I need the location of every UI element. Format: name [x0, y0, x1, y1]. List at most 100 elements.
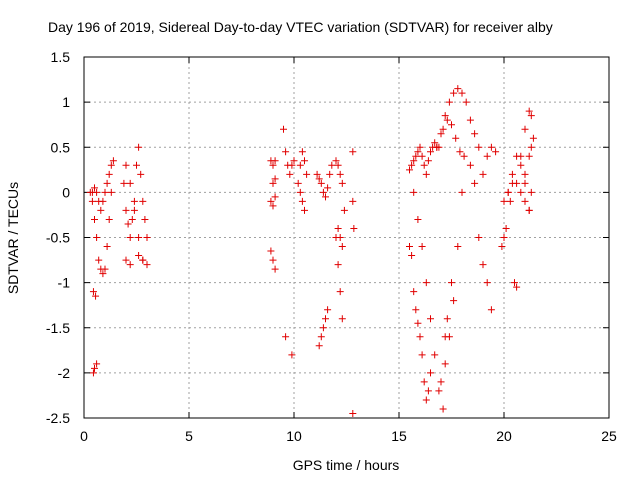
data-point [422, 279, 430, 287]
data-point [91, 184, 98, 192]
data-point [141, 215, 149, 223]
data-point [410, 157, 418, 165]
data-point [521, 179, 529, 187]
data-points [86, 85, 537, 417]
data-point [267, 197, 275, 205]
data-point [322, 315, 329, 323]
data-point [267, 247, 275, 255]
data-point [475, 234, 483, 241]
data-point [93, 360, 101, 368]
data-point [483, 152, 491, 160]
series-arc-g2 [332, 234, 346, 323]
series-arc-a3 [89, 288, 100, 300]
data-point [412, 306, 420, 314]
data-point [338, 179, 346, 187]
data-point [418, 243, 426, 251]
data-point [103, 243, 111, 251]
data-point [139, 256, 147, 264]
data-point [454, 243, 462, 251]
data-point [286, 170, 294, 178]
data-point [414, 319, 422, 327]
data-point [130, 206, 138, 214]
data-point [338, 243, 346, 251]
series-arc-k1 [498, 179, 521, 291]
data-point [296, 161, 304, 169]
data-point [479, 261, 487, 269]
data-point [410, 288, 418, 296]
data-point [439, 125, 447, 133]
data-point [450, 89, 458, 97]
series-arc-g4 [349, 148, 358, 232]
data-point [492, 148, 500, 156]
data-point [443, 116, 451, 124]
data-point [502, 224, 510, 232]
series-arc-l1 [513, 107, 537, 187]
data-point [336, 170, 344, 178]
data-point [448, 121, 455, 129]
data-point [527, 188, 535, 196]
data-point [120, 179, 128, 187]
data-point [406, 166, 413, 174]
series-arc-b3 [122, 252, 147, 269]
data-point [130, 197, 138, 205]
series-arc-l2 [517, 143, 535, 196]
data-point [91, 364, 98, 372]
data-point [408, 252, 416, 260]
y-tick-label: -2 [58, 365, 71, 381]
data-point [269, 161, 277, 169]
data-point [416, 143, 424, 151]
data-point [448, 279, 455, 287]
data-point [301, 206, 308, 214]
data-point [529, 134, 537, 142]
data-point [122, 206, 130, 214]
data-point [435, 143, 443, 151]
data-point [334, 161, 342, 169]
data-point [441, 112, 449, 120]
data-point [296, 188, 304, 196]
data-point [420, 161, 428, 169]
data-point [101, 265, 109, 273]
data-point [317, 333, 325, 341]
data-point [280, 125, 287, 133]
data-point [143, 234, 151, 241]
series-arc-i1 [433, 85, 474, 151]
data-point [269, 256, 277, 264]
data-point [328, 161, 336, 169]
data-point [322, 193, 329, 201]
data-point [458, 188, 466, 196]
y-tick-label: 1.5 [51, 49, 71, 65]
series-arc-h3 [410, 188, 447, 413]
series-arc-g3 [334, 224, 346, 251]
data-point [282, 148, 290, 156]
data-point [334, 261, 342, 269]
data-point [483, 279, 491, 287]
series-arc-a1 [86, 157, 117, 278]
data-point [319, 188, 327, 196]
data-point [326, 170, 334, 178]
data-point [99, 197, 107, 205]
series-arc-j1 [466, 130, 500, 178]
data-point [288, 351, 296, 359]
data-point [487, 143, 495, 151]
x-tick-label: 25 [601, 428, 617, 444]
data-point [414, 148, 422, 156]
series-arc-f2 [315, 306, 332, 350]
data-point [107, 188, 115, 196]
data-point [487, 306, 495, 314]
data-point [271, 175, 279, 183]
data-point [319, 324, 327, 332]
y-tick-label: -1.5 [46, 320, 70, 336]
data-point [445, 98, 453, 106]
data-point [422, 170, 430, 178]
series-arc-e1 [294, 148, 311, 187]
data-point [513, 179, 521, 187]
data-point [456, 148, 464, 156]
data-point [139, 197, 147, 205]
data-point [135, 252, 143, 260]
series-arc-f1 [313, 161, 336, 201]
data-point [288, 161, 296, 169]
data-point [271, 193, 279, 201]
data-point [439, 405, 447, 413]
series-arc-c4 [269, 175, 279, 187]
